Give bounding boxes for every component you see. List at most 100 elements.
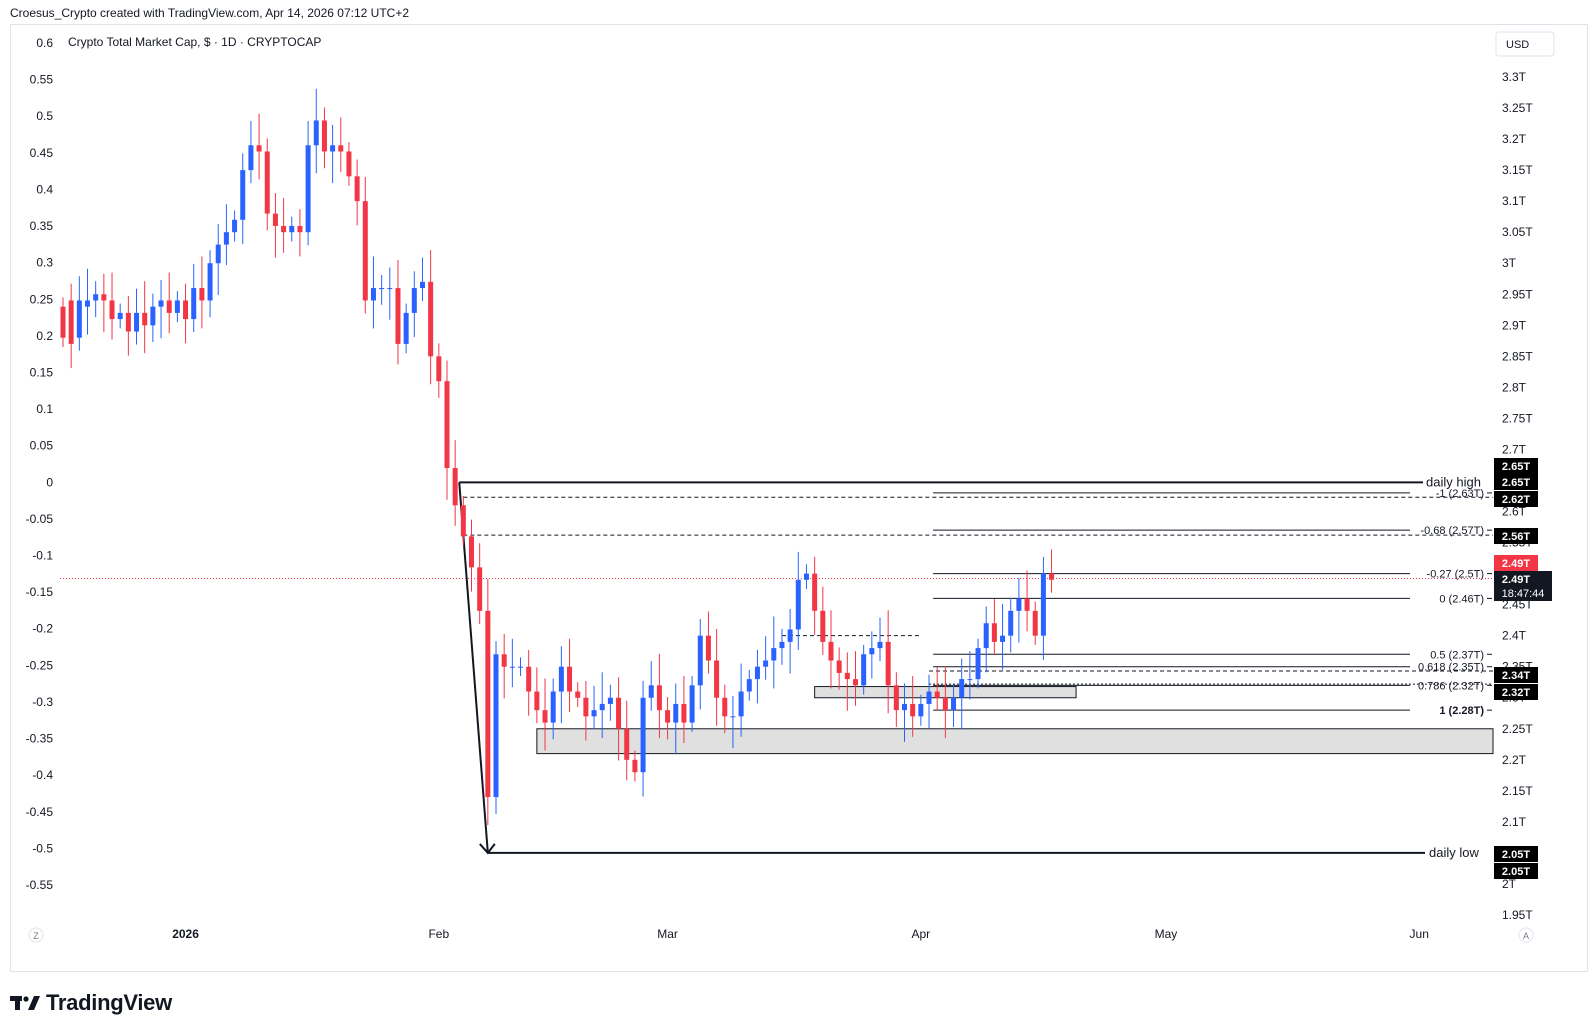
candle-body [861,654,867,686]
candle-body [60,306,66,338]
price-tick-label: 2.45T [1502,598,1533,612]
left-tick-label: -0.35 [26,732,54,746]
left-tick-label: 0.15 [30,365,54,379]
candle-body [779,641,785,649]
fib-label: -1 (2.63T) [1436,488,1484,500]
candle-body [673,703,679,723]
left-tick-label: 0.4 [36,182,53,196]
price-tick-label: 2T [1502,877,1517,891]
price-tick-label: 2.6T [1502,505,1527,519]
candle-body [460,505,466,537]
candle-body [665,710,671,723]
timezone-z-button[interactable]: Z [28,927,44,943]
candle-body [983,623,989,649]
candle-body [379,288,385,290]
price-tick-label: 2.2T [1502,753,1527,767]
left-tick-label: -0.05 [26,512,54,526]
fib-label: -0.68 (2.57T) [1420,525,1484,537]
candle-body [885,641,891,686]
left-tick-label: -0.55 [26,878,54,892]
candle-body [313,120,319,146]
left-tick-label: 0.45 [30,146,54,160]
price-badge [1494,846,1538,862]
candle-body [191,288,197,320]
candle-body [722,697,728,717]
price-tick-label: 3.15T [1502,163,1533,177]
time-tick-label: Apr [912,927,931,941]
currency-button[interactable]: USD [1495,31,1555,57]
candle-body [738,691,744,717]
candle-body [419,281,425,289]
candle-body [321,120,327,152]
candle-body [403,312,409,344]
left-tick-label: 0.05 [30,439,54,453]
candle-body [640,697,646,773]
left-tick-label: -0.3 [32,695,53,709]
time-tick-label: 2026 [172,927,199,941]
candle-body [117,312,123,320]
currency-label: USD [1506,39,1529,51]
candle-body [689,685,695,723]
candle-body [705,635,711,661]
price-chart[interactable]: daily high daily low -1 (2.63T) -0.68 (2.57… [0,0,1596,985]
left-tick-label: 0.5 [36,109,53,123]
candle-body [951,697,957,711]
left-tick-label: -0.1 [32,549,53,563]
price-tick-label: 3.3T [1502,70,1527,84]
candle-body [411,288,417,313]
candle-body [1040,573,1046,636]
price-badge [1494,863,1538,879]
candle-body [452,468,458,506]
price-badge-label: 2.05T [1502,866,1530,878]
price-badge-label: 2.65T [1502,461,1530,473]
candle-body [370,288,376,301]
candle-body [330,145,336,152]
candle-body [763,660,769,667]
fib-label: -0.27 (2.5T) [1427,569,1484,581]
chart-attribution: Croesus_Crypto created with TradingView.… [10,6,409,20]
bar-countdown-label: 18:47:44 [1502,588,1545,600]
candle-body [109,300,115,320]
candle-body [844,672,850,680]
candle-body [942,697,948,711]
candle-body [223,232,229,245]
last-price-badge-label: 2.49T [1502,558,1530,570]
price-tick-label: 2.7T [1502,442,1527,456]
price-tick-label: 2.1T [1502,815,1527,829]
left-tick-label: -0.2 [32,622,53,636]
candle-body [436,356,442,382]
candle-body [542,710,548,723]
left-tick-label: -0.5 [32,841,53,855]
daily-low-label: daily low [1429,845,1479,860]
fib-label: 0.5 (2.37T) [1430,649,1484,661]
tradingview-logo[interactable]: TradingView [10,990,172,1016]
z-label: Z [33,931,39,941]
candle-body [836,660,842,673]
current-price-label: 2.49T [1502,574,1530,586]
chart-frame[interactable] [10,24,1588,972]
candle-body [730,716,736,718]
left-tick-label: 0.3 [36,256,53,270]
candle-body [714,660,720,698]
candle-body [918,703,924,717]
left-tick-label: 0.25 [30,292,54,306]
auto-scale-button[interactable]: A [1518,927,1534,943]
left-tick-label: -0.4 [32,768,53,782]
price-tick-label: 2.9T [1502,318,1527,332]
candle-body [869,648,875,655]
candle-body [746,679,752,692]
price-badge-label: 2.62T [1502,494,1530,506]
candle-body [877,641,883,649]
candle-body [754,666,760,680]
candle-body [150,306,156,326]
candle-body [852,679,858,686]
candle-body [910,703,916,717]
candle-body [477,567,483,611]
price-tick-label: 3.25T [1502,101,1533,115]
candle-body [297,225,303,233]
symbol-title: Crypto Total Market Cap, $ · 1D · CRYPTO… [68,35,321,49]
candle-body [795,579,801,630]
left-tick-label: 0.2 [36,329,53,343]
price-badge-label: 2.32T [1502,687,1530,699]
candle-body [501,654,507,667]
